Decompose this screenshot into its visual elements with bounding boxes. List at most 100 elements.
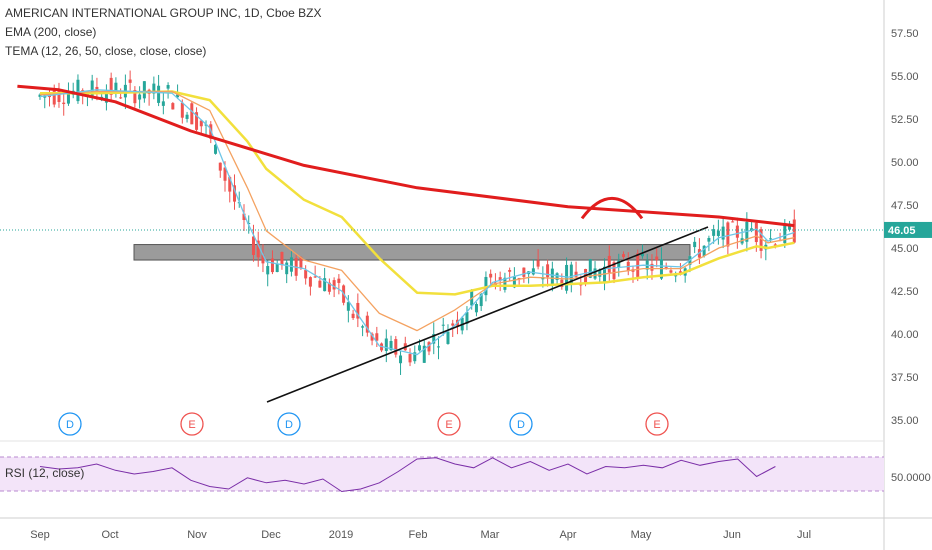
candle-body: [114, 82, 118, 93]
earnings-marker[interactable]: E: [437, 412, 461, 436]
candle-body: [370, 333, 374, 341]
price-tick-label: 42.50: [891, 286, 919, 298]
candle-body: [622, 254, 626, 258]
dividend-marker[interactable]: D: [277, 412, 301, 436]
candle-body: [180, 102, 184, 118]
tema-mid-line: [39, 90, 795, 332]
candle-body: [195, 112, 199, 130]
earnings-marker[interactable]: E: [645, 412, 669, 436]
tema-slow-line: [40, 90, 795, 296]
price-tick-label: 52.50: [891, 114, 919, 126]
candle-body: [707, 238, 711, 242]
tema-fast-line: [39, 89, 795, 356]
marker-label: E: [445, 419, 452, 431]
dividend-marker[interactable]: D: [58, 412, 82, 436]
candle-body: [361, 326, 365, 328]
time-tick-label: Jul: [797, 529, 811, 541]
candle-body: [674, 274, 678, 277]
candle-body: [214, 144, 218, 154]
price-tick-label: 37.50: [891, 372, 919, 384]
candle-body: [702, 245, 706, 257]
candle-body: [517, 277, 521, 280]
candle-body: [569, 264, 573, 284]
earnings-marker[interactable]: E: [180, 412, 204, 436]
candle-body: [418, 345, 422, 351]
candle-body: [76, 79, 80, 102]
candle-body: [489, 273, 493, 278]
candle-body: [493, 282, 497, 287]
candle-body: [142, 81, 146, 99]
rsi-level-label: 50.0000: [891, 472, 931, 484]
marker-circle: [437, 412, 461, 436]
candle-body: [432, 334, 436, 344]
candle-body: [612, 262, 616, 280]
marker-circle: [645, 412, 669, 436]
candle-body: [332, 280, 336, 290]
candle-body: [508, 270, 512, 272]
candle-body: [351, 313, 355, 319]
price-tick-label: 40.00: [891, 329, 919, 341]
candle-body: [754, 222, 758, 243]
time-tick-label: Oct: [101, 529, 118, 541]
time-tick-label: Nov: [187, 529, 207, 541]
candle-body: [166, 85, 170, 89]
candle-body: [531, 268, 535, 275]
marker-label: D: [66, 419, 74, 431]
candle-body: [356, 302, 360, 319]
candle-body: [251, 236, 255, 256]
candle-body: [62, 102, 66, 105]
price-tick-label: 55.00: [891, 71, 919, 83]
candle-body: [399, 355, 403, 364]
candle-body: [522, 267, 526, 277]
candle-body: [52, 90, 56, 105]
candle-body: [266, 266, 270, 275]
rsi-line: [39, 457, 776, 493]
candle-body: [256, 240, 260, 258]
candle-body: [119, 97, 123, 99]
candle-body: [161, 101, 165, 106]
candle-body: [104, 92, 108, 103]
candle-body: [503, 277, 507, 290]
candle-body: [574, 271, 578, 277]
candle-body: [427, 342, 431, 352]
candle-body: [66, 93, 70, 104]
candle-body: [550, 268, 554, 285]
candle-body: [783, 223, 787, 244]
candle-body: [90, 80, 94, 98]
rounded-top-arc: [580, 196, 644, 220]
candle-body: [138, 94, 142, 100]
resistance-zone: [133, 244, 691, 261]
candle-body: [157, 85, 161, 103]
candle-body: [693, 241, 697, 248]
candle-body: [726, 222, 730, 247]
support-trendline: [266, 226, 709, 403]
candle-body: [313, 276, 317, 278]
candle-body: [731, 221, 735, 223]
candle-body: [607, 255, 611, 273]
candle-body: [318, 280, 322, 288]
candle-body: [261, 254, 265, 264]
candle-body: [441, 324, 445, 326]
marker-label: E: [188, 419, 195, 431]
candle-body: [375, 333, 379, 341]
candle-body: [109, 77, 113, 95]
marker-circle: [180, 412, 204, 436]
price-tick-label: 47.50: [891, 200, 919, 212]
candle-body: [588, 259, 592, 278]
candle-body: [133, 90, 137, 104]
candle-body: [474, 303, 478, 313]
marker-circle: [58, 412, 82, 436]
candle-body: [408, 354, 412, 363]
candle-body: [436, 346, 440, 348]
price-tick-label: 45.00: [891, 243, 919, 255]
rsi-legend: RSI (12, close): [5, 466, 85, 480]
candle-body: [280, 251, 284, 266]
candle-body: [650, 263, 654, 271]
current-price-tag: [884, 221, 932, 238]
candle-body: [465, 312, 469, 324]
dividend-marker[interactable]: D: [509, 412, 533, 436]
candle-body: [593, 268, 597, 279]
candle-body: [365, 315, 369, 333]
candle-body: [185, 114, 189, 119]
